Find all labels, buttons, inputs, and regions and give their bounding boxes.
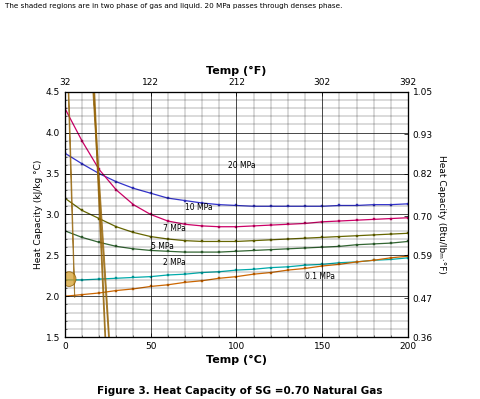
Text: The shaded regions are in two phase of gas and liquid. 20 MPa passes through den: The shaded regions are in two phase of g… [5,3,342,9]
Ellipse shape [88,0,110,399]
Text: 5 MPa: 5 MPa [151,242,173,251]
X-axis label: Temp (°F): Temp (°F) [206,66,266,76]
Text: 20 MPa: 20 MPa [228,161,255,170]
Text: 10 MPa: 10 MPa [185,203,213,212]
Text: Figure 3. Heat Capacity of SG =0.70 Natural Gas: Figure 3. Heat Capacity of SG =0.70 Natu… [97,386,383,396]
Y-axis label: Heat Capacity (Btu/lbₘ·°F): Heat Capacity (Btu/lbₘ·°F) [437,155,446,274]
X-axis label: Temp (°C): Temp (°C) [206,355,267,365]
Text: 0.1 MPa: 0.1 MPa [305,272,335,281]
Ellipse shape [62,272,76,286]
Y-axis label: Heat Capacity (kJ/kg °C): Heat Capacity (kJ/kg °C) [34,160,43,269]
Text: 7 MPa: 7 MPa [163,224,185,233]
Text: 2 MPa: 2 MPa [163,258,185,267]
Ellipse shape [63,0,75,298]
Ellipse shape [92,73,113,399]
